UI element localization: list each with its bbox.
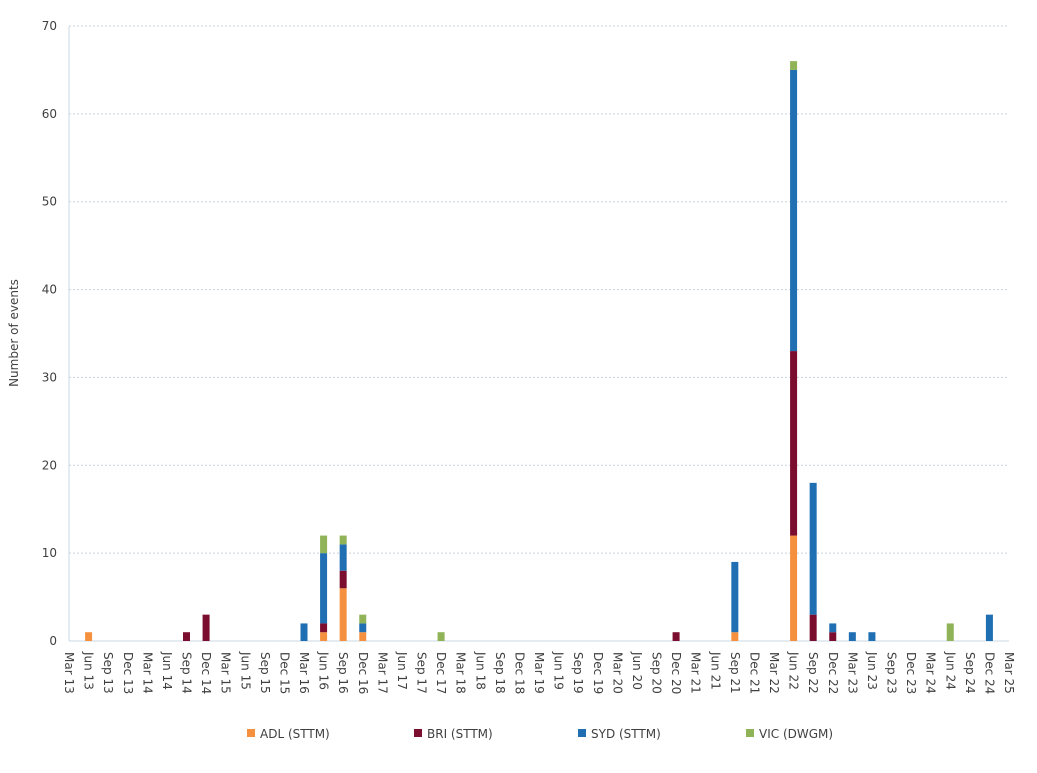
x-tick-label: Jun 16: [317, 651, 331, 690]
bar-segment: [731, 632, 739, 641]
x-tick-label: Mar 22: [767, 652, 781, 694]
x-tick-label: Dec 16: [356, 652, 370, 694]
x-tick-label: Dec 17: [434, 652, 448, 694]
x-tick-label: Sep 14: [180, 652, 194, 694]
x-tick-label: Sep 22: [806, 652, 820, 694]
bar-segment: [359, 614, 367, 624]
x-tick-label: Jun 18: [473, 651, 487, 690]
x-tick-label: Sep 18: [493, 652, 507, 694]
bar-segment: [829, 623, 837, 633]
bar-segment: [790, 351, 798, 536]
x-tick-label: Mar 14: [140, 652, 154, 694]
x-tick-label: Dec 18: [512, 652, 526, 694]
bar-segment: [320, 535, 328, 554]
bar-segment: [183, 632, 190, 641]
x-tick-label: Jun 13: [82, 651, 96, 690]
y-tick-label: 20: [42, 458, 57, 472]
x-tick-label: Sep 19: [571, 652, 585, 694]
x-tick-label: Sep 20: [650, 652, 664, 694]
x-tick-label: Dec 24: [982, 652, 996, 694]
x-tick-label: Sep 13: [101, 652, 115, 694]
legend-swatch: [746, 729, 754, 737]
bar-segment: [848, 632, 856, 641]
bar-segment: [790, 61, 798, 70]
legend-swatch: [414, 729, 422, 737]
x-tick-label: Jun 22: [787, 651, 801, 690]
x-tick-label: Jun 21: [708, 651, 722, 690]
bar-segment: [300, 623, 308, 641]
legend-label: VIC (DWGM): [759, 727, 833, 741]
x-tick-label: Dec 19: [591, 652, 605, 694]
x-tick-label: Mar 21: [689, 652, 703, 694]
bar-segment: [868, 632, 876, 641]
x-tick-label: Jun 15: [238, 651, 252, 690]
x-tick-label: Sep 21: [728, 652, 742, 694]
bar-segment: [946, 623, 954, 641]
x-tick-label: Sep 16: [336, 652, 350, 694]
x-tick-label: Jun 14: [160, 651, 174, 690]
bar-segment: [320, 632, 328, 641]
bar-segment: [985, 614, 993, 641]
x-tick-label: Dec 13: [121, 652, 135, 694]
bar-segment: [672, 632, 680, 641]
x-tick-label: Sep 17: [415, 652, 429, 694]
y-tick-label: 50: [42, 195, 57, 209]
y-tick-label: 10: [42, 546, 57, 560]
y-tick-label: 0: [49, 634, 57, 648]
legend-label: SYD (STTM): [591, 727, 661, 741]
x-tick-label: Mar 23: [845, 652, 859, 694]
legend-label: BRI (STTM): [427, 727, 493, 741]
bar-segment: [809, 482, 817, 615]
x-tick-label: Jun 23: [865, 651, 879, 690]
x-tick-label: Jun 20: [630, 651, 644, 690]
x-tick-label: Mar 13: [62, 652, 76, 694]
legend-swatch: [578, 729, 586, 737]
x-tick-label: Mar 15: [219, 652, 233, 694]
x-tick-label: Dec 22: [826, 652, 840, 694]
bar-segment: [339, 544, 347, 571]
x-tick-label: Dec 20: [669, 652, 683, 694]
bar-segment: [320, 623, 328, 633]
bar-segment: [829, 632, 837, 641]
y-axis-label: Number of events: [7, 279, 21, 387]
bar-segment: [790, 535, 798, 641]
bar-segment: [339, 535, 347, 545]
x-tick-label: Jun 24: [943, 651, 957, 690]
bar-segment: [359, 623, 367, 633]
bar-segment: [809, 614, 817, 641]
x-tick-label: Sep 23: [885, 652, 899, 694]
bar-segment: [731, 561, 739, 633]
bar-segment: [320, 553, 328, 624]
x-tick-label: Dec 14: [199, 652, 213, 694]
x-tick-label: Mar 24: [924, 652, 938, 694]
legend-swatch: [247, 729, 255, 737]
x-tick-label: Mar 18: [454, 652, 468, 694]
x-tick-label: Jun 17: [395, 651, 409, 690]
bar-segment: [339, 570, 347, 589]
x-tick-label: Mar 25: [1002, 652, 1016, 694]
bar-segment: [85, 632, 93, 641]
y-tick-label: 70: [42, 19, 57, 33]
x-tick-label: Mar 20: [610, 652, 624, 694]
bar-segment: [339, 588, 347, 641]
bar-segment: [437, 632, 445, 641]
x-tick-label: Sep 24: [963, 652, 977, 694]
y-tick-label: 60: [42, 107, 57, 121]
bar-segment: [359, 632, 367, 641]
y-tick-label: 30: [42, 370, 57, 384]
y-tick-label: 40: [42, 283, 57, 297]
x-tick-label: Sep 15: [258, 652, 272, 694]
x-tick-label: Dec 23: [904, 652, 918, 694]
x-tick-label: Dec 21: [747, 652, 761, 694]
x-tick-label: Jun 19: [552, 651, 566, 690]
bar-segment: [202, 614, 210, 641]
x-tick-label: Mar 17: [375, 652, 389, 694]
x-tick-label: Mar 16: [297, 652, 311, 694]
x-tick-label: Dec 15: [277, 652, 291, 694]
bar-segment: [790, 69, 798, 352]
x-tick-label: Mar 19: [532, 652, 546, 694]
legend-label: ADL (STTM): [260, 727, 330, 741]
